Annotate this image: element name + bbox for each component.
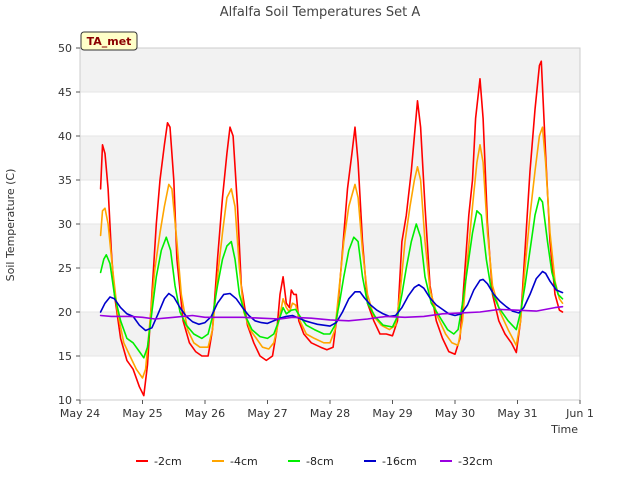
y-tick-label: 30	[58, 218, 72, 231]
series-line-2cmcm	[99, 60, 564, 397]
legend-label: -32cm	[458, 455, 493, 468]
chart-title: Alfalfa Soil Temperatures Set A	[220, 5, 421, 20]
x-tick-label: May 30	[435, 407, 475, 420]
legend-label: -8cm	[306, 455, 334, 468]
series-layer	[99, 60, 564, 397]
legend-label: -2cm	[154, 455, 182, 468]
y-tick-label: 35	[58, 174, 72, 187]
y-tick-label: 20	[58, 306, 72, 319]
y-tick-label: 50	[58, 42, 72, 55]
x-tick-label: May 26	[185, 407, 225, 420]
station-badge: TA_met	[80, 31, 138, 51]
plot-background	[80, 47, 580, 401]
legend: -2cm -4cm -8cm -16cm -32cm	[136, 455, 493, 468]
y-tick-label: 45	[58, 86, 72, 99]
x-tick-label: May 25	[122, 407, 162, 420]
legend-label: -4cm	[230, 455, 258, 468]
x-tick-label: May 28	[310, 407, 350, 420]
x-axis-ticks: May 24 May 25 May 26 May 27 May 28 May 29 May …	[60, 400, 594, 420]
y-axis-label: Soil Temperature (C)	[4, 169, 17, 282]
x-axis-label: Time	[550, 423, 578, 436]
y-tick-label: 25	[58, 262, 72, 275]
station-badge-label: TA_met	[87, 35, 132, 48]
series-line-4cmcm	[99, 126, 564, 379]
y-tick-label: 10	[58, 394, 72, 407]
grid-band	[80, 356, 580, 400]
y-tick-label: 40	[58, 130, 72, 143]
legend-label: -16cm	[382, 455, 417, 468]
grid-band	[80, 48, 580, 92]
grid-band	[80, 136, 580, 180]
grid-band	[80, 92, 580, 136]
grid-band	[80, 268, 580, 312]
y-axis-ticks: 10 15 20 25 30 35 40 45 50	[58, 42, 80, 407]
series-line-16cmcm	[99, 270, 564, 332]
y-tick-label: 15	[58, 350, 72, 363]
x-tick-label: Jun 1	[565, 407, 594, 420]
x-tick-label: May 29	[372, 407, 412, 420]
series-line-32cmcm	[99, 305, 564, 322]
x-tick-label: May 31	[497, 407, 537, 420]
x-tick-label: May 27	[247, 407, 287, 420]
x-tick-label: May 24	[60, 407, 100, 420]
grid-band	[80, 180, 580, 224]
series-line-8cmcm	[99, 196, 564, 359]
